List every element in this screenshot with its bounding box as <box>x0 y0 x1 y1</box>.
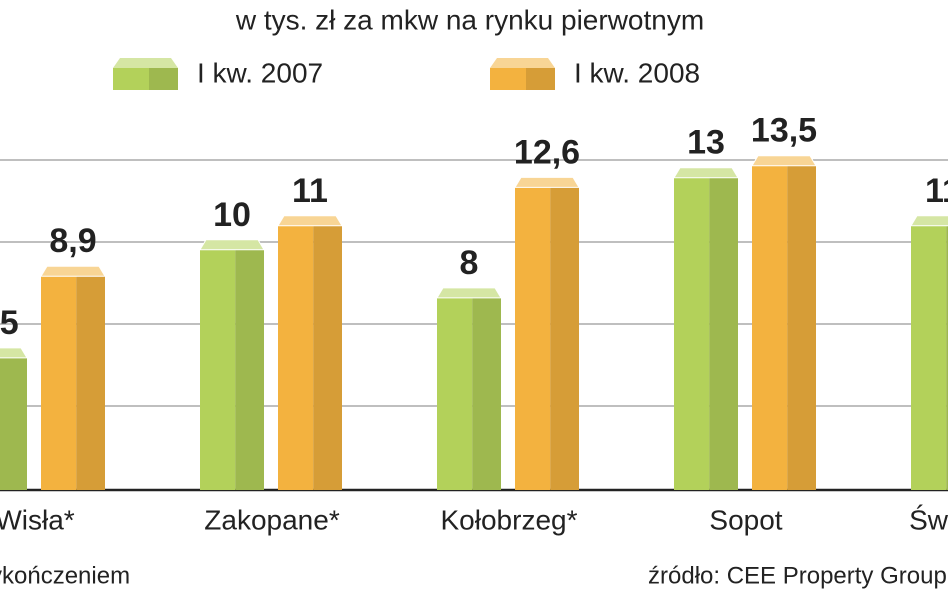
x-tick-label: Zakopane* <box>204 504 340 535</box>
bar <box>910 215 948 491</box>
value-label: 5,5 <box>0 304 19 342</box>
bar-front <box>752 165 788 490</box>
bar-front <box>278 225 314 491</box>
bar-top <box>514 176 580 188</box>
legend-label: I kw. 2007 <box>197 57 323 88</box>
legend-side <box>149 68 178 90</box>
bar-side <box>0 357 27 490</box>
bar-side <box>946 225 948 491</box>
legend-swatch <box>113 58 178 90</box>
value-label: 11 <box>292 172 328 210</box>
bar-top <box>751 155 817 167</box>
bar-front <box>911 225 947 491</box>
bar-side <box>550 187 579 490</box>
x-tick-label: Wisła* <box>0 504 75 535</box>
subtitle: w tys. zł za mkw na rynku pierwotnym <box>235 4 704 35</box>
bar-front <box>41 276 77 490</box>
bar-side <box>235 249 264 490</box>
value-label: 13,5 <box>751 112 817 150</box>
bar-top <box>277 215 343 227</box>
bar <box>673 167 739 490</box>
value-label: 8 <box>460 244 479 282</box>
footnote: * z wykończeniem <box>0 562 130 589</box>
bar <box>199 239 265 490</box>
legend-top <box>113 58 178 68</box>
value-label: 13 <box>687 124 725 162</box>
legend-front <box>113 68 149 90</box>
bar-top <box>40 265 106 277</box>
bar <box>277 215 343 491</box>
bar <box>40 265 106 490</box>
source: źródło: CEE Property Group <box>648 562 947 589</box>
bar-front <box>515 187 551 490</box>
bar <box>514 176 580 490</box>
value-label: 10 <box>213 196 251 234</box>
bar-side <box>313 225 342 491</box>
bar-side <box>787 165 816 490</box>
bar-front <box>674 177 710 490</box>
bar-side <box>709 177 738 490</box>
value-label: 12,6 <box>514 133 580 171</box>
legend-swatch <box>490 58 555 90</box>
bar-top <box>910 215 948 227</box>
bar-front <box>437 297 473 490</box>
legend-front <box>490 68 526 90</box>
legend-top <box>490 58 555 68</box>
x-tick-label: Świnoujście <box>909 503 948 535</box>
bar-side <box>472 297 501 490</box>
bar-side <box>76 276 105 490</box>
bar-front <box>200 249 236 490</box>
value-label: 8,9 <box>49 222 96 260</box>
legend-label: I kw. 2008 <box>574 57 700 88</box>
bar-top <box>673 167 739 179</box>
bar <box>0 347 28 490</box>
bar-top <box>199 239 265 251</box>
x-tick-label: Kołobrzeg* <box>441 504 578 535</box>
value-label: 11 <box>925 172 948 210</box>
bar <box>436 287 502 490</box>
bar-top <box>0 347 28 359</box>
legend-side <box>526 68 555 90</box>
x-tick-label: Sopot <box>709 504 782 535</box>
bar-top <box>436 287 502 299</box>
bar <box>751 155 817 490</box>
